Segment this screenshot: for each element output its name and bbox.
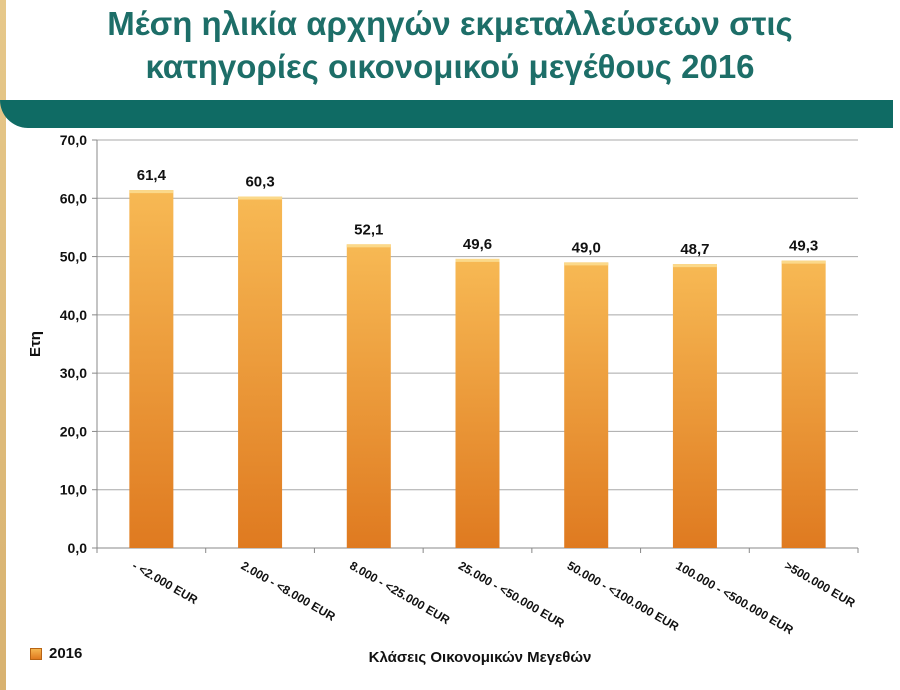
x-axis-label: Κλάσεις Οικονομικών Μεγεθών [369, 649, 592, 666]
bar [564, 262, 609, 548]
legend-swatch-icon [30, 647, 42, 660]
legend-label: 2016 [49, 645, 83, 662]
x-tick-label: >500.000 EUR [782, 558, 858, 610]
bar [455, 258, 500, 548]
data-label: 49,0 [572, 239, 601, 256]
y-tick-label: 50,0 [60, 249, 87, 265]
y-axis-label: Ετη [27, 331, 44, 357]
data-label: 60,3 [245, 174, 274, 191]
bar [238, 196, 283, 548]
chart-legend: 2016 [30, 645, 82, 662]
y-tick-label: 70,0 [60, 132, 87, 148]
bar [781, 260, 826, 548]
data-label: 48,7 [680, 241, 709, 258]
data-label: 49,6 [463, 236, 492, 253]
x-tick-label: 25.000 - <50.000 EUR [456, 558, 567, 630]
y-tick-label: 20,0 [60, 423, 87, 439]
bar-highlight [672, 264, 717, 268]
page-title: Μέση ηλικία αρχηγών εκμεταλλεύσεων στις … [107, 5, 793, 85]
x-tick-label: - <2.000 EUR [130, 558, 201, 607]
bar-highlight [781, 260, 826, 264]
header-band [0, 100, 893, 128]
bar-highlight [129, 190, 174, 194]
y-tick-label: 60,0 [60, 190, 87, 206]
data-label: 49,3 [789, 238, 818, 255]
bar [672, 264, 717, 548]
y-tick-label: 10,0 [60, 482, 87, 498]
y-tick-label: 0,0 [68, 540, 88, 556]
bar [129, 190, 174, 548]
x-tick-label: 50.000 - <100.000 EUR [565, 558, 682, 634]
x-tick-label: 100.000 - <500.000 EUR [673, 558, 796, 637]
y-tick-label: 40,0 [60, 307, 87, 323]
bar [346, 244, 391, 548]
bar-highlight [455, 258, 500, 262]
left-decor-stripe [0, 0, 6, 690]
x-tick-label: 8.000 - <25.000 EUR [347, 558, 452, 627]
bar-highlight [564, 262, 609, 266]
x-tick-label: 2.000 - <8.000 EUR [239, 558, 338, 623]
y-tick-label: 30,0 [60, 365, 87, 381]
data-label: 61,4 [137, 167, 167, 184]
data-label: 52,1 [354, 221, 383, 238]
bar-highlight [238, 196, 283, 200]
bar-highlight [346, 244, 391, 248]
